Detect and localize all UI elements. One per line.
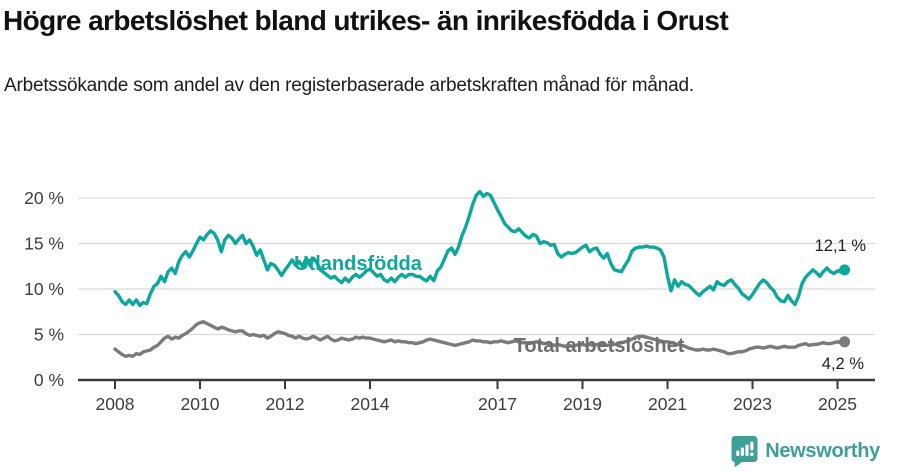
end-value-total-arbetsloshet: 4,2 % [822,355,865,373]
x-tick-label: 2014 [351,394,390,414]
series-end-dot-total [839,336,851,348]
x-tick-label: 2025 [818,394,857,414]
x-tick-label: 2017 [478,394,517,414]
series-end-dot-utlandsfodda [839,264,851,276]
x-tick-label: 2019 [563,394,602,414]
y-tick-label: 5 % [34,325,64,345]
x-axis-ticks [114,380,839,389]
x-tick-label: 2021 [648,394,687,414]
y-tick-label: 15 % [24,234,64,254]
end-value-utlandsfodda: 12,1 % [815,237,867,255]
newsworthy-logo-icon [731,436,758,467]
series-label-total-arbetsloshet: Total arbetslöshet [514,335,685,357]
gridlines [78,197,875,336]
x-tick-label: 2023 [733,394,772,414]
x-axis-labels: 2008 2010 2012 2014 2017 2019 2021 2023 2025 [96,394,857,414]
x-tick-label: 2008 [96,394,135,414]
y-tick-label: 20 % [24,188,64,208]
x-tick-label: 2012 [266,394,305,414]
page-title: Högre arbetslöshet bland utrikes- än inr… [3,5,729,36]
y-tick-label: 10 % [24,279,64,299]
newsworthy-brand[interactable]: Newsworthy [731,434,880,468]
chart-subtitle: Arbetssökande som andel av den registerb… [4,75,694,96]
series-label-utlandsfodda: Utlandsfödda [294,253,423,275]
newsworthy-brand-text: Newsworthy [765,439,880,462]
x-tick-label: 2010 [181,394,220,414]
series-line-total-arbetsloshet [113,320,847,358]
series-line-utlandsfodda [113,189,847,308]
y-axis-labels: 0 % 5 % 10 % 15 % 20 % [24,188,64,390]
y-tick-label: 0 % [34,370,64,390]
